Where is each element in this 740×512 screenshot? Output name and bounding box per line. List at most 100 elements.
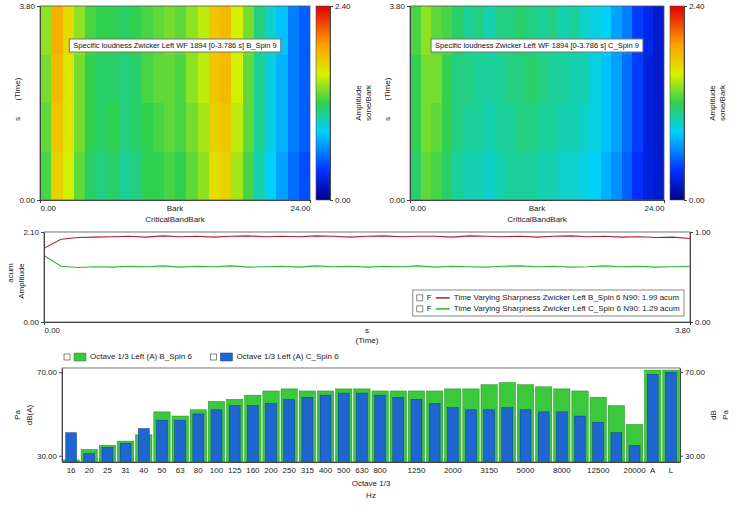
- tick: 160: [246, 466, 260, 475]
- tick-label: 25: [103, 466, 112, 475]
- tick-label: 40: [139, 466, 148, 475]
- heatmap-cell: [164, 103, 175, 152]
- title: Specific loudness Zwicker Left WF 1894 […: [73, 41, 276, 50]
- tick-label: A: [650, 466, 656, 475]
- heatmap-cell: [254, 55, 265, 104]
- heatmap-cell: [495, 103, 506, 152]
- plot-frame: [62, 368, 680, 462]
- heatmap-cell: [548, 55, 559, 104]
- heatmap-cell: [85, 152, 96, 201]
- heatmap-cell: [40, 55, 51, 104]
- tick-label: 5000: [517, 466, 535, 475]
- tick: 63: [176, 466, 185, 475]
- bar: [354, 389, 370, 462]
- heatmap-cell: [209, 152, 220, 201]
- heatmap-panel: 0.0024.000.003.80BarkCriticalBandBark(Ti…: [13, 2, 373, 224]
- heatmap-cell: [276, 103, 287, 152]
- tick-label: 0.00: [45, 326, 61, 335]
- bar: [81, 449, 97, 462]
- tick: 630: [355, 466, 369, 475]
- axis-unit: s: [13, 117, 22, 121]
- axis: 1620253140506380100125160200250315400500…: [63, 463, 681, 475]
- heatmap-cell: [130, 103, 141, 152]
- tick: 500: [337, 466, 351, 475]
- tick-label: 0.00: [335, 196, 351, 205]
- tick-mark: [690, 322, 693, 323]
- heatmap-cell: [632, 55, 643, 104]
- heatmap-cell: [130, 55, 141, 104]
- tick-label: 200: [264, 466, 278, 475]
- tick-label: 100: [210, 466, 224, 475]
- axis-line: [45, 322, 691, 323]
- tick-label: 1.00: [695, 228, 711, 237]
- heatmap-cell: [653, 55, 664, 104]
- tick: 25: [103, 466, 112, 475]
- heatmap-cell: [288, 152, 299, 201]
- heatmap-cell: [74, 103, 85, 152]
- heatmap-cell: [611, 55, 622, 104]
- heatmap-cell: [254, 103, 265, 152]
- heatmap-cell: [653, 103, 664, 152]
- heatmap-cell: [141, 55, 152, 104]
- heatmap-cell: [243, 103, 254, 152]
- heatmap-cell: [590, 152, 601, 201]
- bar: [572, 391, 588, 462]
- tick: 0.00: [23, 318, 44, 327]
- colorbar-unit: sone/Bark: [364, 84, 373, 121]
- heatmap-cell: [516, 55, 527, 104]
- heatmap-cell: [85, 55, 96, 104]
- tick: 2.10: [23, 228, 44, 237]
- colorbar-title: Amplitude: [354, 85, 363, 121]
- axis-unit: Pa: [721, 410, 730, 420]
- bar: [590, 397, 606, 462]
- tick: 2000: [444, 466, 462, 475]
- heatmap-cell: [63, 103, 74, 152]
- heatmap-cell: [299, 152, 310, 201]
- heatmap-cell: [452, 55, 463, 104]
- tick-label: 2000: [444, 466, 462, 475]
- tick-label: 2.40: [689, 2, 705, 11]
- heatmap-cell: [153, 152, 164, 201]
- axis-unit: s: [365, 326, 369, 335]
- heatmap-cell: [96, 103, 107, 152]
- colorbar-title: Amplitude: [708, 85, 717, 121]
- heatmap-cell: [40, 6, 51, 55]
- axis-title: dB(A): [25, 404, 34, 425]
- tick-label: 20000: [623, 466, 646, 475]
- heatmap-cell: [186, 55, 197, 104]
- bar: [375, 395, 386, 462]
- tick: 0.00: [330, 196, 351, 205]
- tick-label: 30.00: [685, 452, 706, 461]
- axis: 0.001.00: [690, 228, 711, 327]
- tick: 31: [121, 466, 130, 475]
- heatmap-cell: [153, 55, 164, 104]
- heatmap-cell: [51, 6, 62, 55]
- axis: 0.002.40: [684, 2, 705, 205]
- bar: [426, 391, 442, 462]
- heatmap-cell: [209, 55, 220, 104]
- bar: [645, 370, 661, 462]
- axis-title: (Time): [13, 77, 22, 100]
- tick-mark: [330, 6, 333, 7]
- bar: [284, 399, 295, 462]
- bar-series: [63, 370, 679, 462]
- bar: [138, 429, 149, 462]
- legend-label: Time Varying Sharpness Zwicker Left C_Sp…: [454, 304, 680, 313]
- axis-title: dB: [709, 410, 718, 420]
- bar: [390, 391, 406, 462]
- tick-label: 250: [283, 466, 297, 475]
- heatmap-cell: [463, 152, 474, 201]
- tick: 24.00: [290, 200, 311, 213]
- tick-label: 125: [228, 466, 242, 475]
- heatmap-cell: [51, 55, 62, 104]
- axis-line: [40, 7, 41, 201]
- bars: [63, 370, 679, 462]
- heatmap-cell: [643, 6, 654, 55]
- heatmap-cell: [558, 152, 569, 201]
- heatmap-cell: [653, 152, 664, 201]
- bar: [481, 385, 497, 462]
- heatmap-cell: [51, 152, 62, 201]
- heatmap-cell: [40, 103, 51, 152]
- heatmap-cell: [611, 152, 622, 201]
- heatmap-cell: [579, 103, 590, 152]
